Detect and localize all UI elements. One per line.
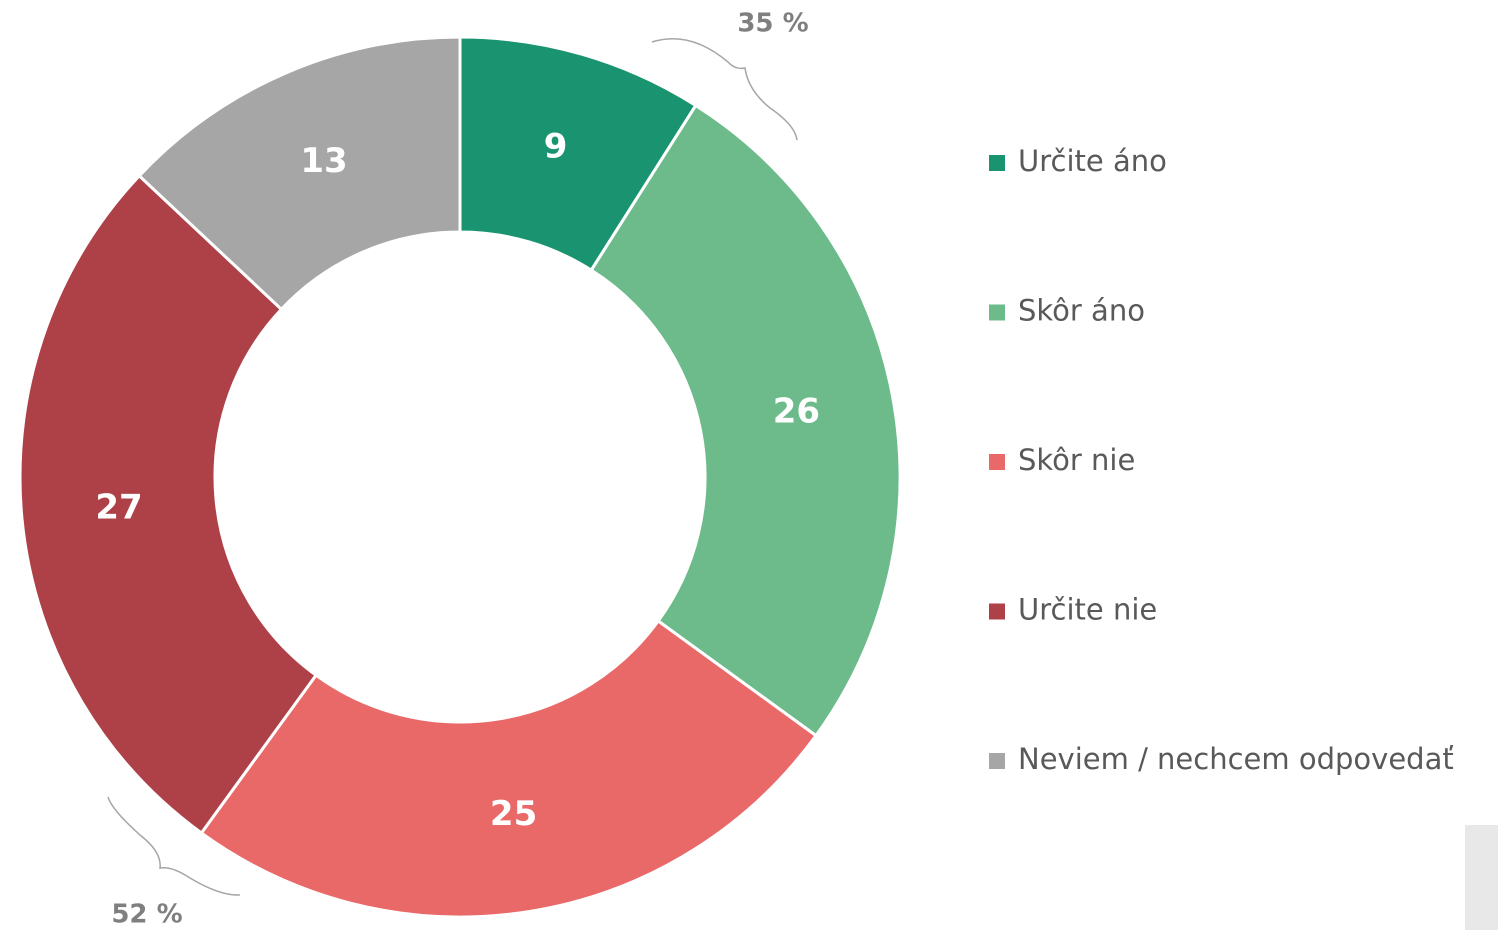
legend-swatch (989, 304, 1005, 321)
legend-label: Skôr áno (1018, 294, 1145, 328)
segment (199, 618, 819, 919)
brace (107, 796, 241, 896)
legend-label: Skôr nie (1018, 443, 1135, 477)
legend-label: Určite áno (1018, 144, 1167, 178)
legend-swatch (989, 454, 1005, 470)
brace (651, 38, 798, 141)
legend-swatch (989, 155, 1005, 171)
legend-swatch (989, 753, 1005, 769)
data-label: 9 (544, 127, 568, 167)
segment (137, 35, 462, 312)
annotation: 52 % (111, 900, 182, 930)
legend-label: Určite nie (1018, 593, 1157, 627)
data-label: 13 (300, 141, 347, 181)
segment (589, 103, 902, 738)
legend-swatch (989, 603, 1005, 620)
legend-label: Neviem / nechcem odpovedať (1018, 742, 1454, 776)
annotation: 35 % (737, 9, 808, 39)
data-label: 27 (95, 488, 142, 528)
data-label: 25 (490, 794, 537, 834)
decoration (1465, 825, 1498, 930)
segment (18, 173, 319, 836)
data-label: 26 (773, 391, 820, 431)
